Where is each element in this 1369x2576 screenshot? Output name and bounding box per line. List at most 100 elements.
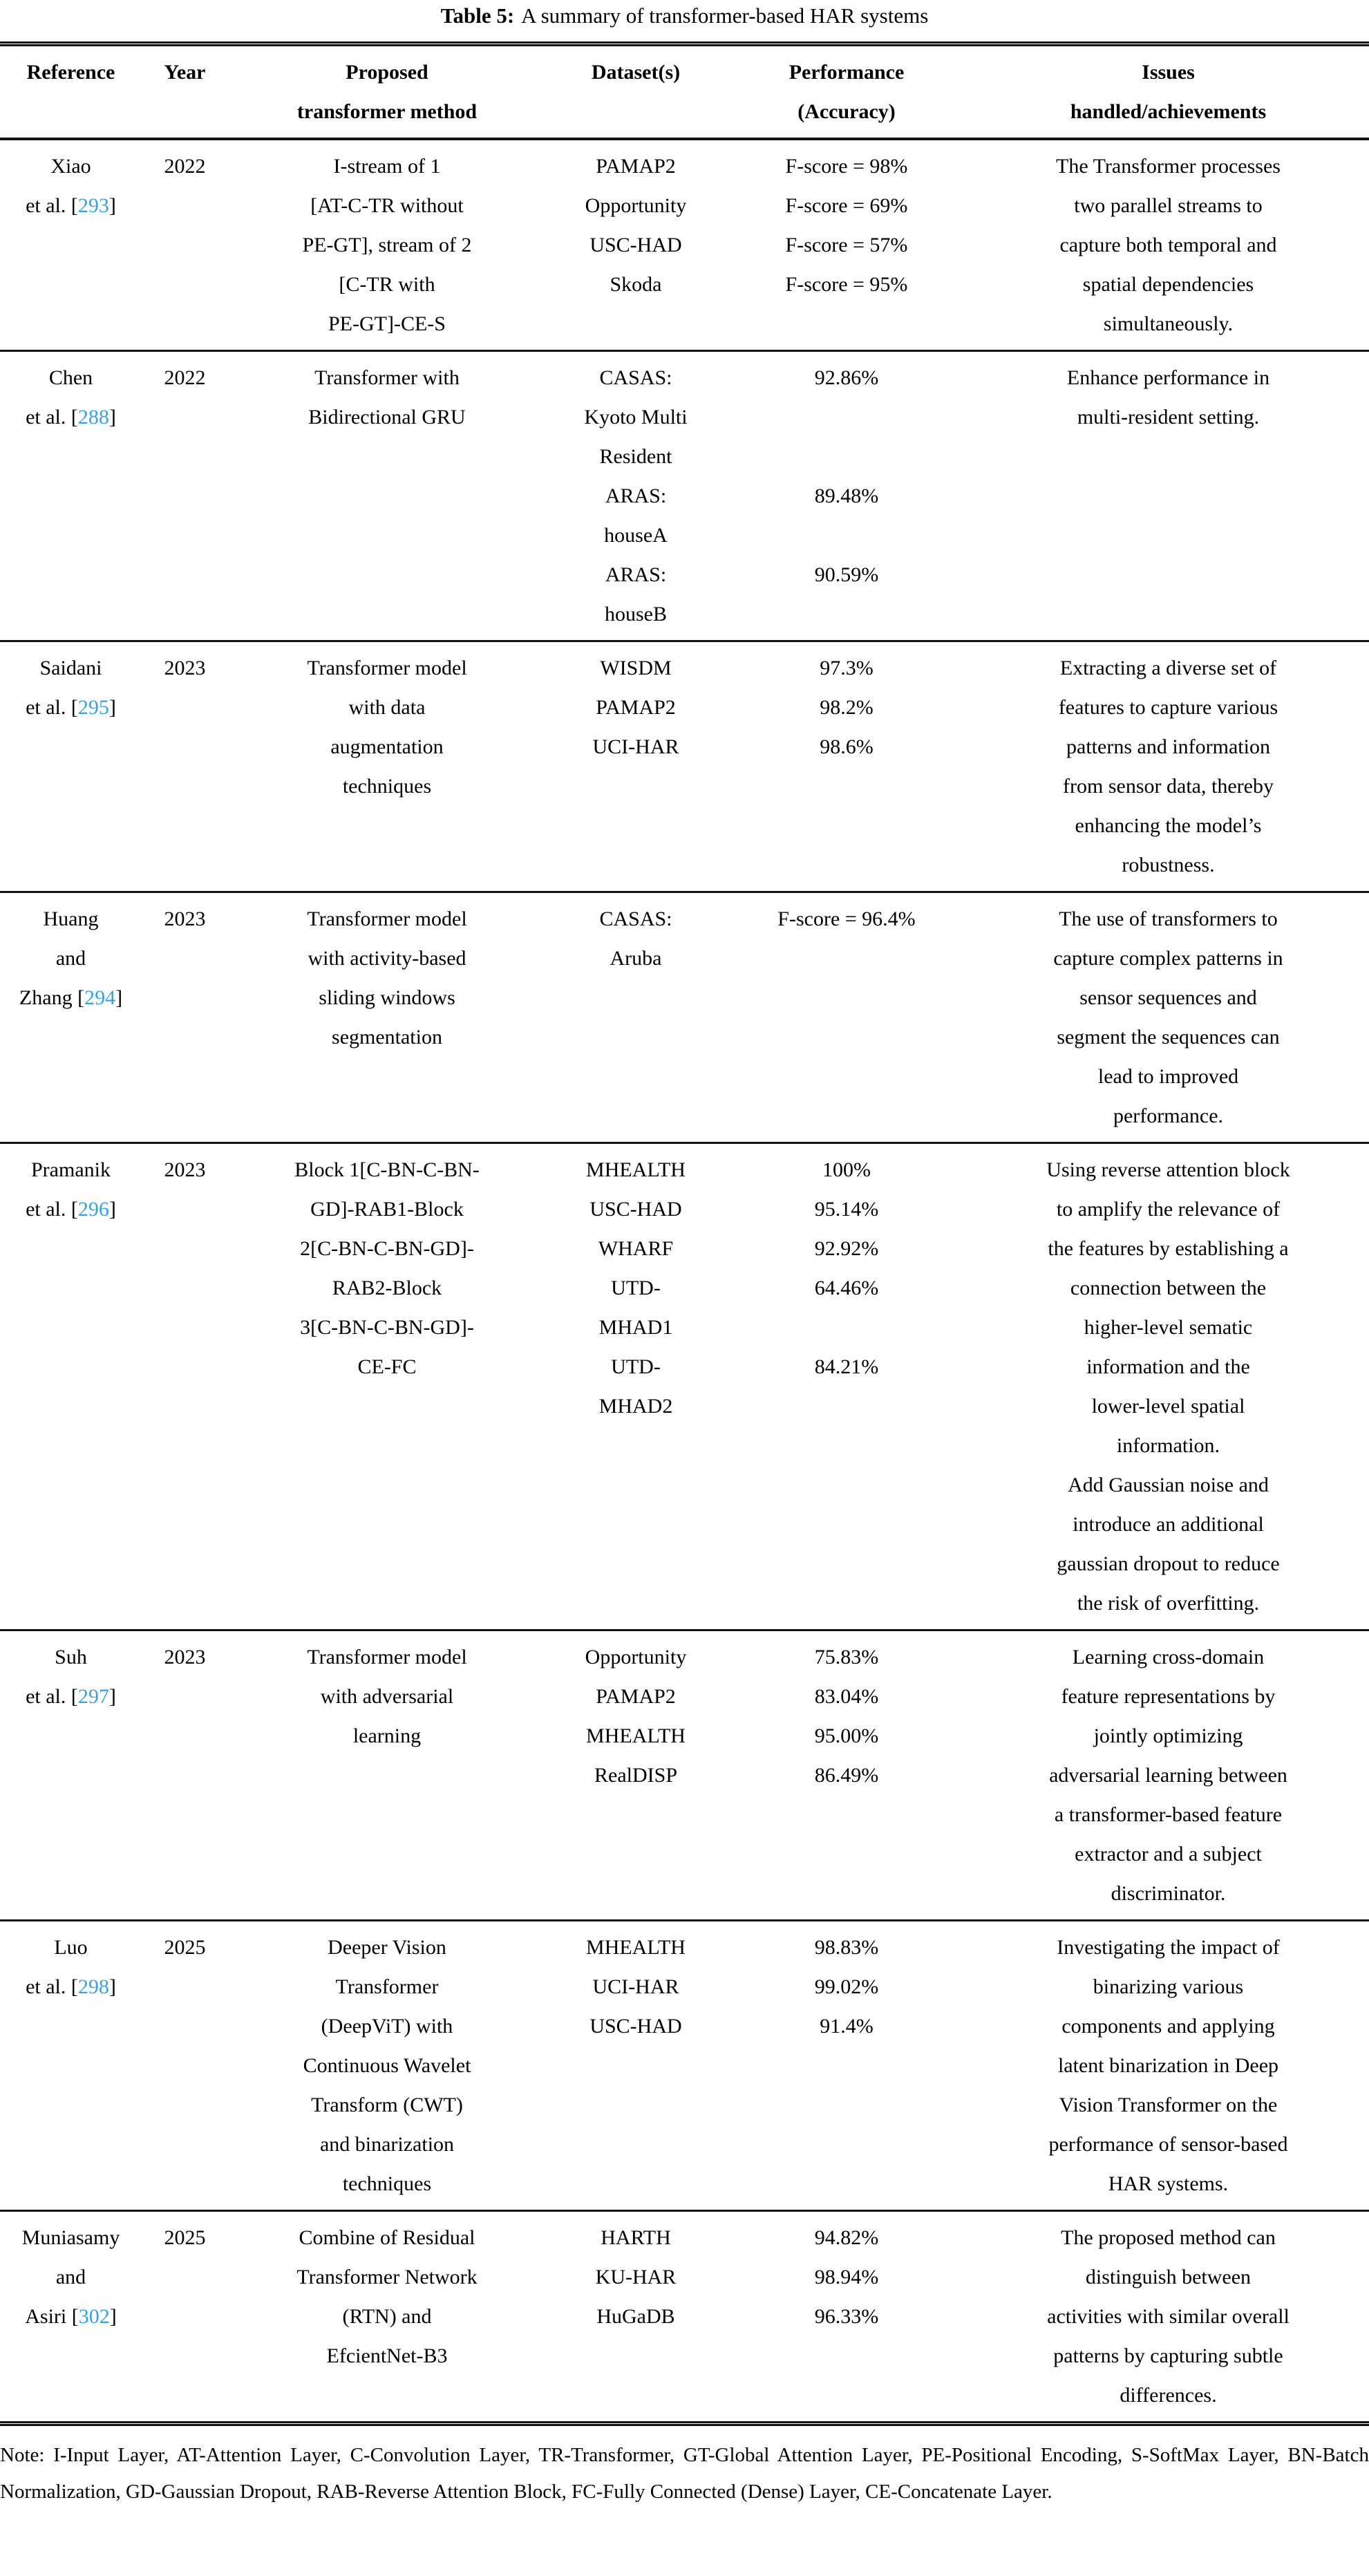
method-line: Transform (CWT) (311, 2094, 463, 2116)
datasets-line: PAMAP2 (596, 1685, 676, 1708)
method-line: Bidirectional GRU (308, 406, 466, 429)
datasets-line: MHEALTH (586, 1158, 686, 1181)
cell-method: Deeper Vision Transformer (DeepViT) with Co… (228, 1921, 546, 2211)
datasets-line: houseA (604, 524, 668, 547)
cell-issues: The use of transformers to capture comple… (967, 892, 1369, 1143)
performance-line: 83.04% (814, 1685, 879, 1708)
table-row: Muniasamy and Asiri [302] 2025 Combine of Re… (0, 2210, 1369, 2422)
method-line: CE-FC (357, 1355, 417, 1378)
reference-line: and (55, 2266, 86, 2288)
datasets-line: Opportunity (585, 1646, 687, 1668)
citation-link[interactable]: 294 (84, 986, 116, 1009)
issues-line: The proposed method can (1061, 2226, 1276, 2249)
citation-link[interactable]: 296 (77, 1198, 109, 1221)
cell-year: 2023 (142, 641, 228, 892)
method-line: Transformer (335, 1975, 439, 1998)
datasets-line: WHARF (598, 1237, 674, 1260)
citation-link[interactable]: 295 (77, 696, 109, 719)
performance-line: 98.6% (820, 735, 874, 758)
issues-line: two parallel streams to (1074, 194, 1263, 217)
table-top-rule (0, 41, 1369, 46)
cell-performance: 94.82% 98.94% 96.33% (726, 2211, 967, 2422)
table-row: Saidani et al. [295] 2023 Transformer model… (0, 641, 1369, 892)
col-header-issues: Issues handled/achievements (967, 46, 1369, 139)
issues-line: information and the (1086, 1355, 1250, 1378)
citation-link[interactable]: 298 (77, 1975, 109, 1998)
issues-line: sensor sequences and (1079, 986, 1257, 1009)
issues-line: Add Gaussian noise and (1068, 1474, 1269, 1496)
citation-link[interactable]: 297 (77, 1685, 109, 1708)
issues-line: discriminator. (1111, 1882, 1226, 1905)
table-row: Pramanik et al. [296] 2023 Block 1[C-BN-C-B… (0, 1143, 1369, 1630)
method-line: (DeepViT) with (321, 2015, 453, 2038)
reference-line: Muniasamy (21, 2226, 120, 2249)
reference-line: and (55, 947, 86, 970)
header-line: Issues (1142, 61, 1195, 84)
paper-table-page: Table 5: A summary of transformer-based H… (0, 3, 1369, 2503)
datasets-line: ARAS: (605, 563, 667, 586)
year-line: 2022 (164, 155, 206, 178)
reference-line: Asiri [302] (25, 2305, 117, 2328)
col-header-performance: Performance (Accuracy) (726, 46, 967, 139)
method-line: learning (352, 1724, 422, 1747)
issues-line: robustness. (1122, 854, 1215, 876)
issues-line: a transformer-based feature (1054, 1803, 1283, 1826)
issues-line: capture complex patterns in (1053, 947, 1283, 970)
cell-performance: F-score = 96.4% (726, 892, 967, 1143)
cell-reference: Pramanik et al. [296] (0, 1143, 142, 1630)
issues-line: simultaneously. (1103, 312, 1234, 335)
performance-line: 95.00% (814, 1724, 879, 1747)
reference-line: Pramanik (31, 1158, 111, 1181)
method-line: with data (348, 696, 426, 719)
method-line: [C-TR with (339, 273, 435, 296)
datasets-line: Opportunity (585, 194, 687, 217)
method-line: sliding windows (319, 986, 455, 1009)
cell-year: 2023 (142, 1143, 228, 1630)
cell-reference: Huang and Zhang [294] (0, 892, 142, 1143)
issues-line: adversarial learning between (1049, 1764, 1287, 1787)
datasets-line: UCI-HAR (592, 1975, 679, 1998)
citation-link[interactable]: 293 (77, 194, 109, 217)
cell-method: Block 1[C-BN-C-BN- GD]-RAB1-Block 2[C-BN-C… (228, 1143, 546, 1630)
issues-line: lower-level spatial (1091, 1395, 1245, 1418)
header-line: transformer method (296, 100, 478, 123)
performance-line: 94.82% (814, 2226, 879, 2249)
cell-year: 2022 (142, 139, 228, 351)
method-line: with adversarial (320, 1685, 454, 1708)
method-line: augmentation (330, 735, 444, 758)
datasets-line: RealDISP (594, 1764, 677, 1787)
issues-line: lead to improved (1097, 1065, 1239, 1088)
reference-line: et al. [293] (26, 194, 116, 217)
issues-line: The use of transformers to (1059, 908, 1278, 930)
performance-line (726, 1308, 967, 1347)
col-header-datasets: Dataset(s) (546, 46, 726, 139)
citation-link[interactable]: 288 (77, 406, 109, 429)
issues-line: the features by establishing a (1048, 1237, 1289, 1260)
datasets-line: PAMAP2 (596, 696, 676, 719)
performance-line: 99.02% (814, 1975, 879, 1998)
caption-text: A summary of transformer-based HAR syste… (521, 3, 929, 28)
issues-line: feature representations by (1061, 1685, 1276, 1708)
cell-method: Transformer model with adversarial learnin… (228, 1630, 546, 1921)
issues-line: patterns and information (1066, 735, 1270, 758)
cell-datasets: CASAS: Aruba (546, 892, 726, 1143)
datasets-line: MHAD2 (598, 1395, 673, 1418)
issues-line: components and applying (1061, 2015, 1275, 2038)
performance-line: F-score = 98% (785, 155, 908, 178)
issues-line: information. (1116, 1434, 1220, 1457)
method-line: Transformer model (307, 1646, 467, 1668)
datasets-line: UCI-HAR (592, 735, 679, 758)
cell-year: 2025 (142, 2211, 228, 2422)
issues-line: Enhance performance in (1066, 366, 1270, 389)
issues-line: spatial dependencies (1082, 273, 1254, 296)
citation-link[interactable]: 302 (78, 2305, 110, 2328)
header-line: Dataset(s) (591, 61, 681, 84)
reference-line: Xiao (50, 155, 91, 178)
performance-line: 98.2% (820, 696, 874, 719)
cell-issues: Using reverse attention block to amplify … (967, 1143, 1369, 1630)
method-line: techniques (342, 775, 432, 798)
cell-datasets: PAMAP2 Opportunity USC-HAD Skoda (546, 139, 726, 351)
issues-line: extractor and a subject (1075, 1843, 1262, 1865)
cell-reference: Xiao et al. [293] (0, 139, 142, 351)
datasets-line: MHEALTH (586, 1936, 686, 1959)
